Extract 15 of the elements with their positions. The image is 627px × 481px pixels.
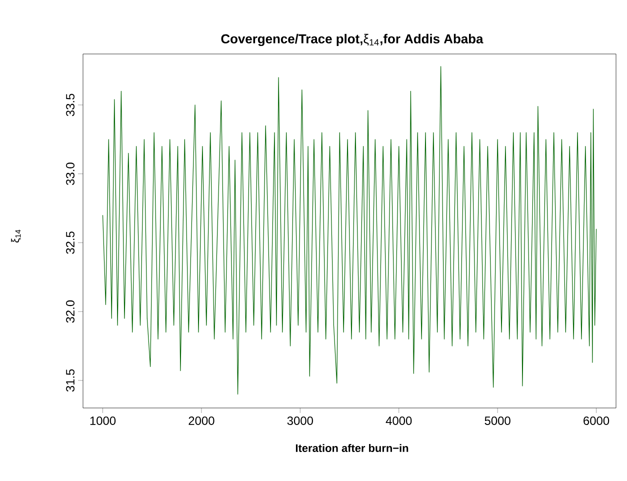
y-axis-title: ξ$_{14}$: [11, 230, 21, 243]
x-tick-label: 4000: [386, 416, 412, 425]
y-tick-label: 33.0: [66, 162, 74, 186]
line-series: [102, 66, 597, 395]
x-tick-label: 5000: [484, 416, 510, 425]
x-tick-label: 2000: [188, 416, 214, 425]
x-tick-label: 1000: [90, 416, 116, 425]
y-tick-label: 32.0: [66, 300, 74, 323]
x-tick-label: 6000: [584, 416, 610, 425]
chart-title: Covergence/Trace plot,ξ$_{14}$,for Addis Ababa: [221, 34, 484, 46]
y-tick-label: 33.5: [66, 94, 74, 116]
y-tick-label: 32.5: [66, 232, 74, 254]
y-tick-label: 31.5: [66, 369, 74, 392]
x-axis-title: Iteration after burn−in: [296, 444, 408, 452]
x-tick-label: 3000: [287, 416, 313, 425]
